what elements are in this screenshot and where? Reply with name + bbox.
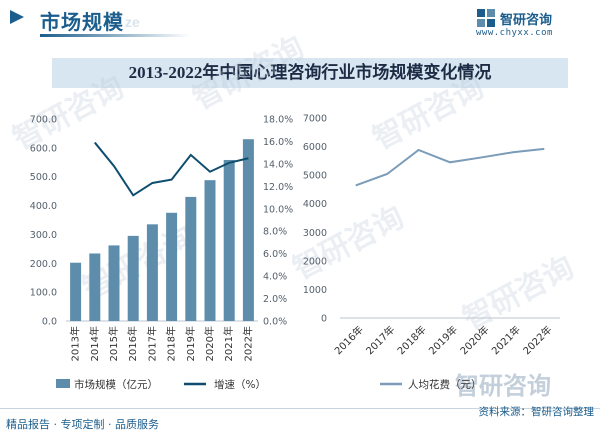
- footer-tagline: 精品报告 · 专项定制 · 品质服务: [6, 418, 159, 431]
- y-axis-tick-label: 1000: [303, 285, 327, 296]
- right-axis-tick-label: 12.0%: [263, 182, 293, 193]
- x-axis-tick-label: 2018年: [165, 326, 178, 361]
- left-axis-tick-label: 500.0: [30, 172, 57, 183]
- x-axis-tick-label: 2016年: [126, 326, 139, 361]
- left-axis-tick-label: 200.0: [30, 259, 57, 270]
- x-axis-tick-label: 2022年: [520, 323, 554, 357]
- y-axis-tick-label: 3000: [303, 228, 327, 239]
- x-axis-tick-label: 2021年: [222, 326, 235, 361]
- watermark-brand: 智研咨询: [455, 372, 551, 400]
- right-axis-tick-label: 16.0%: [263, 137, 293, 148]
- bar: [166, 212, 178, 321]
- bar: [127, 235, 139, 321]
- y-axis-tick-label: 5000: [303, 171, 327, 182]
- watermark-text: 智研咨询: [457, 250, 579, 337]
- right-axis-tick-label: 10.0%: [263, 204, 293, 215]
- watermark-text: 智研咨询: [187, 30, 309, 117]
- footer-divider: [0, 408, 600, 409]
- x-axis-tick-label: 2015年: [107, 326, 120, 361]
- bar: [242, 139, 254, 321]
- x-axis-tick-label: 2018年: [394, 323, 428, 357]
- bar: [185, 196, 197, 321]
- left-axis-tick-label: 400.0: [30, 201, 57, 212]
- y-axis-tick-label: 6000: [303, 142, 327, 153]
- x-axis-tick-label: 2019年: [426, 323, 460, 357]
- left-axis-tick-label: 700.0: [30, 115, 57, 126]
- x-axis-tick-label: 2013年: [69, 326, 82, 361]
- right-axis-tick-label: 18.0%: [263, 115, 293, 126]
- x-axis-tick-label: 2021年: [489, 323, 523, 357]
- x-axis-tick-label: 2017年: [145, 326, 158, 361]
- source-value: 智研咨询整理: [531, 406, 594, 418]
- header-bar: 市场规模 ze 智研咨询 www.chyxx.com: [0, 0, 600, 42]
- x-axis-tick-label: 2016年: [332, 323, 366, 357]
- right-axis-tick-label: 6.0%: [263, 249, 287, 260]
- right-axis-tick-label: 0.0%: [263, 317, 287, 328]
- brand-url: www.chyxx.com: [476, 28, 553, 38]
- x-axis-tick-label: 2014年: [88, 326, 101, 361]
- right-axis-tick-label: 8.0%: [263, 227, 287, 238]
- x-axis-tick-label: 2019年: [184, 326, 197, 361]
- watermark-text: 智研咨询: [7, 70, 129, 157]
- legend-label: 人均花费（元）: [408, 378, 482, 391]
- y-axis-tick-label: 2000: [303, 256, 327, 267]
- source-label: 资料来源：: [478, 406, 532, 418]
- charts-canvas: 智研咨询智研咨询智研咨询智研咨询智研咨询智研咨询智研咨询 0.0100.0200…: [7, 30, 579, 400]
- brand-name: 智研咨询: [500, 13, 553, 28]
- y-axis-tick-label: 4000: [303, 199, 327, 210]
- right-axis-tick-label: 2.0%: [263, 294, 287, 305]
- watermark-text: 智研咨询: [367, 70, 489, 157]
- right-axis-tick-label: 4.0%: [263, 272, 287, 283]
- section-title-ghost: ze: [125, 14, 140, 30]
- play-icon: [10, 10, 24, 24]
- brand-mark-icon: [477, 9, 495, 27]
- bar: [223, 159, 235, 321]
- bar: [204, 180, 216, 321]
- y-axis-tick-label: 7000: [303, 114, 327, 125]
- left-axis-tick-label: 600.0: [30, 143, 57, 154]
- legend-label: 市场规模（亿元）: [74, 378, 158, 391]
- market-size-chart: 0.0 100.0 200.0 300.0 400.0 500.0 600.0 700.0 0.…: [30, 115, 293, 392]
- x-axis-tick-label: 2020年: [203, 326, 216, 361]
- section-title-underline: [40, 34, 190, 37]
- brand-logo: 智研咨询 www.chyxx.com: [476, 6, 586, 40]
- left-axis-tick-label: 300.0: [30, 230, 57, 241]
- x-axis-tick-label: 2022年: [241, 326, 254, 361]
- legend-swatch-bar: [56, 379, 70, 388]
- left-axis-tick-label: 100.0: [30, 288, 57, 299]
- bar: [89, 253, 101, 321]
- left-axis-tick-label: 0.0: [42, 317, 57, 328]
- section-title: 市场规模: [40, 10, 124, 34]
- watermark-text: 智研咨询: [287, 200, 409, 287]
- x-axis-tick-label: 2017年: [363, 323, 397, 357]
- right-axis-tick-label: 14.0%: [263, 159, 293, 170]
- bar: [70, 262, 82, 321]
- chart-title: 2013-2022年中国心理咨询行业市场规模变化情况: [128, 63, 492, 82]
- y-axis-tick-label: 0: [321, 314, 327, 325]
- bar: [108, 245, 120, 321]
- bar: [146, 224, 158, 321]
- legend-label: 增速（%）: [214, 378, 266, 391]
- chart-title-bar: 2013-2022年中国心理咨询行业市场规模变化情况: [52, 58, 568, 88]
- footer-source: 资料来源：智研咨询整理: [479, 404, 595, 419]
